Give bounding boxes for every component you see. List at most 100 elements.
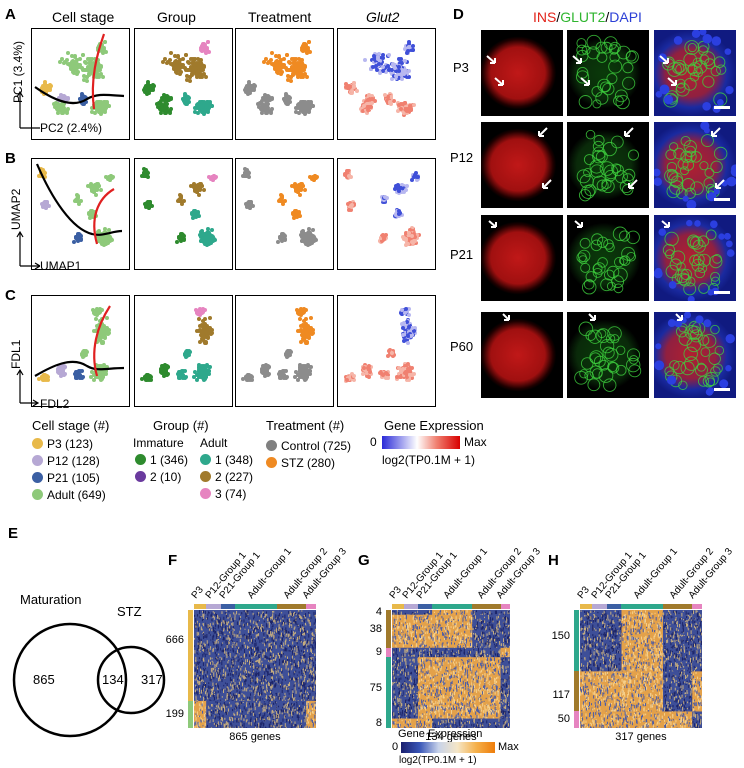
- scatter-point: [275, 60, 280, 65]
- scatter-point: [400, 108, 405, 113]
- scatter-point: [178, 58, 183, 63]
- scatter-point: [169, 95, 174, 100]
- scatter-point: [405, 367, 410, 372]
- scatter-point: [180, 369, 185, 374]
- scatter-point: [291, 215, 296, 220]
- scatter-point: [209, 327, 214, 332]
- scatter-point: [181, 237, 186, 242]
- scatter-point: [278, 370, 283, 375]
- scatter-point: [265, 61, 270, 66]
- scatter-point: [91, 186, 96, 191]
- scatter-point: [369, 371, 374, 376]
- scatter-point: [197, 339, 202, 344]
- scatter-point: [256, 102, 261, 107]
- cell-membranes: [574, 313, 642, 392]
- scatter-point: [208, 316, 213, 321]
- scatter-point: [400, 367, 405, 372]
- scatter-point: [100, 51, 105, 56]
- scatter-point: [280, 69, 285, 74]
- scatter-point: [201, 47, 206, 51]
- scatter-point: [395, 108, 400, 113]
- scatter-panel: [134, 158, 233, 270]
- scatter-point: [345, 168, 350, 173]
- scatter-point: [143, 86, 148, 91]
- scatter-point: [62, 102, 67, 107]
- scatter-point: [173, 63, 178, 68]
- scatter-point: [96, 310, 101, 315]
- scatter-point: [190, 215, 195, 220]
- trajectory-curves: [34, 33, 125, 110]
- scatter-point: [263, 105, 268, 110]
- scatter-point: [205, 40, 210, 45]
- legend-ge-title: Gene Expression: [384, 418, 484, 433]
- scatter-point: [283, 94, 288, 99]
- scatter-point: [293, 109, 298, 114]
- scatter-point: [180, 56, 185, 61]
- scatter-point: [82, 77, 87, 82]
- micrograph: [654, 122, 736, 208]
- scatter-point: [305, 334, 310, 339]
- scatter-point: [297, 182, 302, 187]
- scatter-point: [101, 104, 106, 109]
- scatter-point: [309, 316, 314, 321]
- scatter-point: [298, 100, 303, 105]
- scatter-point: [172, 65, 177, 70]
- scatter-point: [208, 103, 212, 108]
- scatter-point: [367, 92, 372, 97]
- gene-cluster-strip: [386, 647, 391, 658]
- group-color-strip: [392, 604, 404, 609]
- scatter-point: [310, 228, 315, 233]
- scatter-point: [310, 240, 315, 245]
- scatter-point: [346, 85, 351, 90]
- scatter-point: [203, 366, 208, 371]
- scatter-point: [60, 108, 65, 113]
- scatter-point: [157, 107, 162, 112]
- scatter-point: [102, 242, 107, 247]
- scatter-point: [378, 58, 383, 63]
- scatter-point: [263, 364, 268, 369]
- scatter-point: [279, 239, 284, 244]
- scatter-point: [139, 174, 144, 179]
- legend-item: Control (725): [266, 438, 351, 455]
- heatmap-row-label: 666: [165, 633, 184, 646]
- scatter-point: [203, 340, 208, 345]
- scatter-point: [300, 60, 305, 65]
- scatter-point: [286, 77, 291, 82]
- scatter-point: [369, 104, 374, 109]
- scatter-point: [197, 316, 202, 321]
- legend-item: P12 (128): [32, 453, 109, 470]
- scatter-point: [400, 70, 405, 75]
- group-color-strip: [621, 604, 663, 609]
- scatter-point: [199, 102, 204, 107]
- scatter-point: [403, 329, 408, 334]
- scatter-point: [409, 326, 414, 331]
- legend-gene-expression: Gene Expression 0 Max log2(TP0.1M + 1): [368, 417, 488, 467]
- scatter-point: [177, 370, 182, 375]
- scatter-point: [259, 105, 264, 110]
- scatter-point: [205, 371, 210, 376]
- scatter-point: [377, 71, 382, 76]
- group-color-strip: [220, 604, 236, 609]
- scatter-point: [344, 175, 349, 180]
- scatter-point: [199, 108, 204, 113]
- scatter-point: [100, 74, 105, 79]
- scatter-point: [36, 174, 41, 179]
- scatter-point: [399, 371, 404, 376]
- scatter-point: [404, 323, 409, 328]
- scatter-point: [395, 377, 400, 382]
- scatter-point: [77, 232, 82, 237]
- scatter-point: [382, 195, 387, 200]
- scatter-point: [143, 201, 148, 206]
- scatter-point: [260, 102, 265, 107]
- scatter-point: [411, 232, 416, 237]
- scatter-point: [90, 214, 95, 219]
- scatter-point: [148, 87, 153, 92]
- cell-membranes: [654, 219, 735, 301]
- scatter-point: [249, 85, 254, 90]
- scatter-point: [401, 110, 406, 115]
- scatter-point: [300, 310, 305, 315]
- micrograph: [481, 30, 563, 116]
- panel-label-h: H: [548, 552, 559, 569]
- scatter-point: [253, 84, 258, 89]
- scatter-point: [407, 40, 412, 45]
